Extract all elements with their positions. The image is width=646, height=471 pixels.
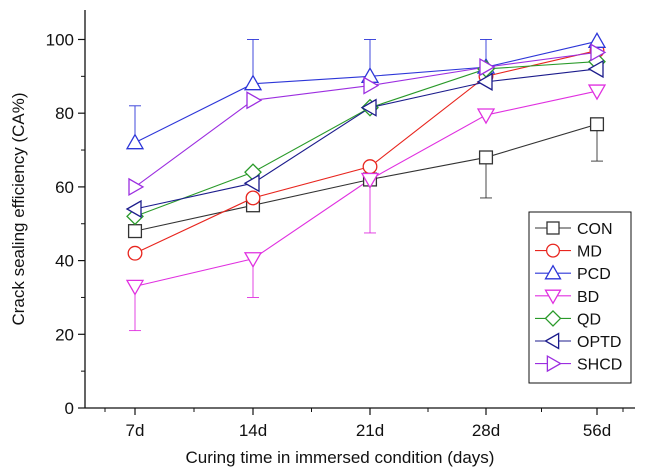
legend-item-bd: BD	[535, 289, 599, 306]
legend-marker	[544, 264, 562, 280]
data-point-optd	[587, 59, 604, 79]
data-point-con	[127, 224, 143, 239]
legend: CON MD PCD BD QD OPTD SHCD	[528, 211, 632, 384]
legend-marker	[546, 354, 562, 373]
x-axis-title: Curing time in immersed condition (days)	[186, 448, 495, 467]
y-axis-title: Crack sealing efficiency (CA%)	[9, 92, 28, 325]
x-tick-label: 21d	[356, 421, 384, 440]
legend-item-pcd: PCD	[535, 264, 611, 283]
data-point-con	[589, 117, 605, 132]
series-line-bd	[134, 90, 598, 287]
legend-marker	[545, 243, 561, 258]
data-point-bd	[360, 172, 380, 189]
legend-label: OPTD	[577, 334, 621, 351]
legend-marker	[544, 289, 562, 305]
legend-label: PCD	[577, 266, 611, 283]
x-tick-label: 56d	[583, 421, 611, 440]
data-point-optd	[125, 199, 142, 219]
data-point-optd	[243, 174, 260, 193]
legend-marker	[546, 221, 560, 235]
y-tick-label: 60	[55, 178, 74, 197]
data-point-optd	[476, 72, 493, 91]
markers-layer	[125, 32, 607, 296]
data-point-md	[362, 159, 378, 175]
data-point-md	[127, 245, 143, 261]
ticks-layer: 0 20 40 60 80 100 7d 14d 21d 28d 56d	[46, 30, 624, 440]
legend-item-qd: QD	[535, 309, 601, 328]
data-point-bd	[125, 279, 145, 296]
y-tick-label: 40	[55, 252, 74, 271]
data-point-shcd	[128, 177, 145, 197]
data-point-shcd	[246, 91, 263, 110]
data-point-shcd	[363, 76, 380, 95]
data-point-shcd	[590, 43, 607, 62]
x-tick-label: 7d	[126, 421, 145, 440]
legend-marker	[544, 332, 560, 350]
error-bars-layer	[129, 39, 603, 332]
legend-item-optd: OPTD	[535, 332, 621, 351]
legend-box	[528, 211, 632, 384]
data-point-con	[478, 150, 494, 165]
legend-item-shcd: SHCD	[535, 354, 622, 374]
legend-label: MD	[577, 244, 602, 261]
data-point-bd	[243, 252, 263, 269]
data-point-bd	[587, 84, 607, 101]
y-tick-label: 100	[46, 30, 74, 49]
data-point-pcd	[125, 133, 145, 150]
legend-item-con: CON	[535, 221, 613, 238]
legend-item-md: MD	[535, 243, 602, 261]
legend-label: SHCD	[577, 357, 622, 374]
data-point-shcd	[479, 58, 496, 77]
y-tick-label: 80	[55, 104, 74, 123]
data-point-md	[245, 190, 261, 206]
legend-label: CON	[577, 221, 613, 238]
x-tick-label: 28d	[472, 421, 500, 440]
data-point-bd	[476, 108, 496, 125]
y-tick-label: 20	[55, 325, 74, 344]
y-tick-label: 0	[65, 399, 74, 418]
data-point-optd	[360, 98, 377, 117]
legend-label: BD	[577, 289, 599, 306]
legend-label: QD	[577, 311, 601, 328]
legend-marker	[544, 309, 562, 327]
data-point-pcd	[243, 74, 263, 91]
x-tick-label: 14d	[239, 421, 267, 440]
